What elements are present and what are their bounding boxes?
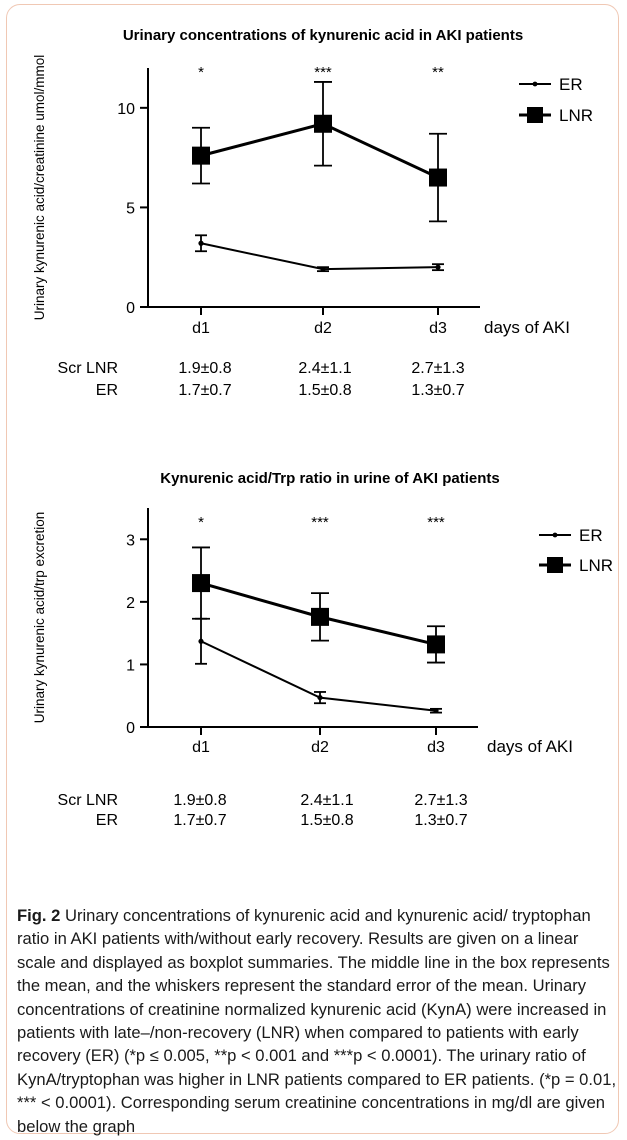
- chart1-scr-value: 1.5±0.8: [298, 382, 351, 399]
- chart2-y-tick-label: 1: [126, 657, 135, 674]
- chart1-y-tick-label: 10: [117, 101, 135, 118]
- chart1-x-tick-label: d1: [192, 320, 210, 337]
- chart1-point-er: [435, 264, 441, 270]
- chart2-point-lnr: [427, 635, 445, 654]
- chart2-significance-mark: ***: [311, 514, 329, 531]
- chart1-legend-marker: [527, 107, 543, 123]
- chart1-scr-value: 1.3±0.7: [411, 382, 464, 399]
- caption-text: Urinary concentrations of kynurenic acid…: [17, 906, 617, 1136]
- chart2-scr-value: 1.7±0.7: [173, 812, 226, 829]
- chart1-point-er: [320, 266, 326, 272]
- chart2-point-lnr: [192, 574, 210, 593]
- chart2-scr-row-label: ER: [96, 812, 118, 829]
- chart1-scr-row-label: Scr LNR: [58, 360, 118, 377]
- chart2-point-er: [433, 708, 439, 714]
- chart2-legend-marker: [547, 557, 563, 573]
- chart2-scr-row-label: Scr LNR: [58, 792, 118, 809]
- figure-canvas: Urinary concentrations of kynurenic acid…: [32, 27, 613, 829]
- chart2-legend-label: ER: [579, 526, 603, 545]
- chart1-x-tick-label: d2: [314, 320, 332, 337]
- chart2-x-tick-label: d3: [427, 739, 445, 756]
- caption-label: Fig. 2: [17, 906, 61, 925]
- chart1-y-tick-label: 5: [126, 200, 135, 217]
- chart2-point-er: [317, 694, 323, 701]
- chart1-legend-label: LNR: [559, 106, 593, 125]
- chart1-significance-mark: *: [198, 64, 204, 81]
- chart2-legend-label: LNR: [579, 556, 613, 575]
- chart1-x-axis-label: days of AKI: [484, 318, 570, 337]
- chart2-y-tick-label: 0: [126, 720, 135, 737]
- chart1-legend-label: ER: [559, 75, 583, 94]
- chart1-scr-value: 1.9±0.8: [178, 360, 231, 377]
- chart1-point-lnr: [314, 114, 332, 133]
- chart2-point-er: [198, 638, 204, 644]
- chart1-point-er: [198, 240, 204, 246]
- chart1-point-lnr: [192, 146, 210, 165]
- chart2-point-lnr: [311, 607, 329, 626]
- chart1-scr-value: 2.7±1.3: [411, 360, 464, 377]
- figure-frame: [6, 4, 619, 1134]
- figure-caption: Fig. 2 Urinary concentrations of kynuren…: [17, 904, 617, 1138]
- chart1-scr-row-label: ER: [96, 382, 118, 399]
- chart1-x-tick-label: d3: [429, 320, 447, 337]
- chart2-scr-value: 2.7±1.3: [414, 792, 467, 809]
- chart2-y-tick-label: 3: [126, 532, 135, 549]
- chart1-y-tick-label: 0: [126, 300, 135, 317]
- chart2-y-tick-label: 2: [126, 595, 135, 612]
- chart2-significance-mark: *: [198, 514, 204, 531]
- chart2-scr-value: 2.4±1.1: [300, 792, 353, 809]
- chart1-scr-value: 2.4±1.1: [298, 360, 351, 377]
- chart2-legend-marker: [552, 532, 558, 538]
- chart1-scr-value: 1.7±0.7: [178, 382, 231, 399]
- chart2-x-tick-label: d2: [311, 739, 329, 756]
- chart2-title: Kynurenic acid/Trp ratio in urine of AKI…: [160, 470, 500, 487]
- chart1-y-axis-label: Urinary kynurenic acid/creatinine umol/m…: [32, 55, 47, 321]
- chart1-significance-mark: ***: [314, 64, 332, 81]
- chart2-scr-value: 1.9±0.8: [173, 792, 226, 809]
- chart2-scr-value: 1.5±0.8: [300, 812, 353, 829]
- chart2-x-tick-label: d1: [192, 739, 210, 756]
- chart1-legend-marker: [532, 81, 538, 87]
- chart2-scr-value: 1.3±0.7: [414, 812, 467, 829]
- chart1-point-lnr: [429, 168, 447, 187]
- chart2-y-axis-label: Urinary kynurenic acid/trp excretion: [32, 512, 47, 724]
- chart2-significance-mark: ***: [427, 514, 445, 531]
- chart2-series-er-line: [200, 640, 437, 712]
- chart1-title: Urinary concentrations of kynurenic acid…: [123, 27, 523, 44]
- chart2-x-axis-label: days of AKI: [487, 737, 573, 756]
- chart1-series-er-line: [200, 242, 439, 271]
- chart1-significance-mark: **: [432, 64, 444, 81]
